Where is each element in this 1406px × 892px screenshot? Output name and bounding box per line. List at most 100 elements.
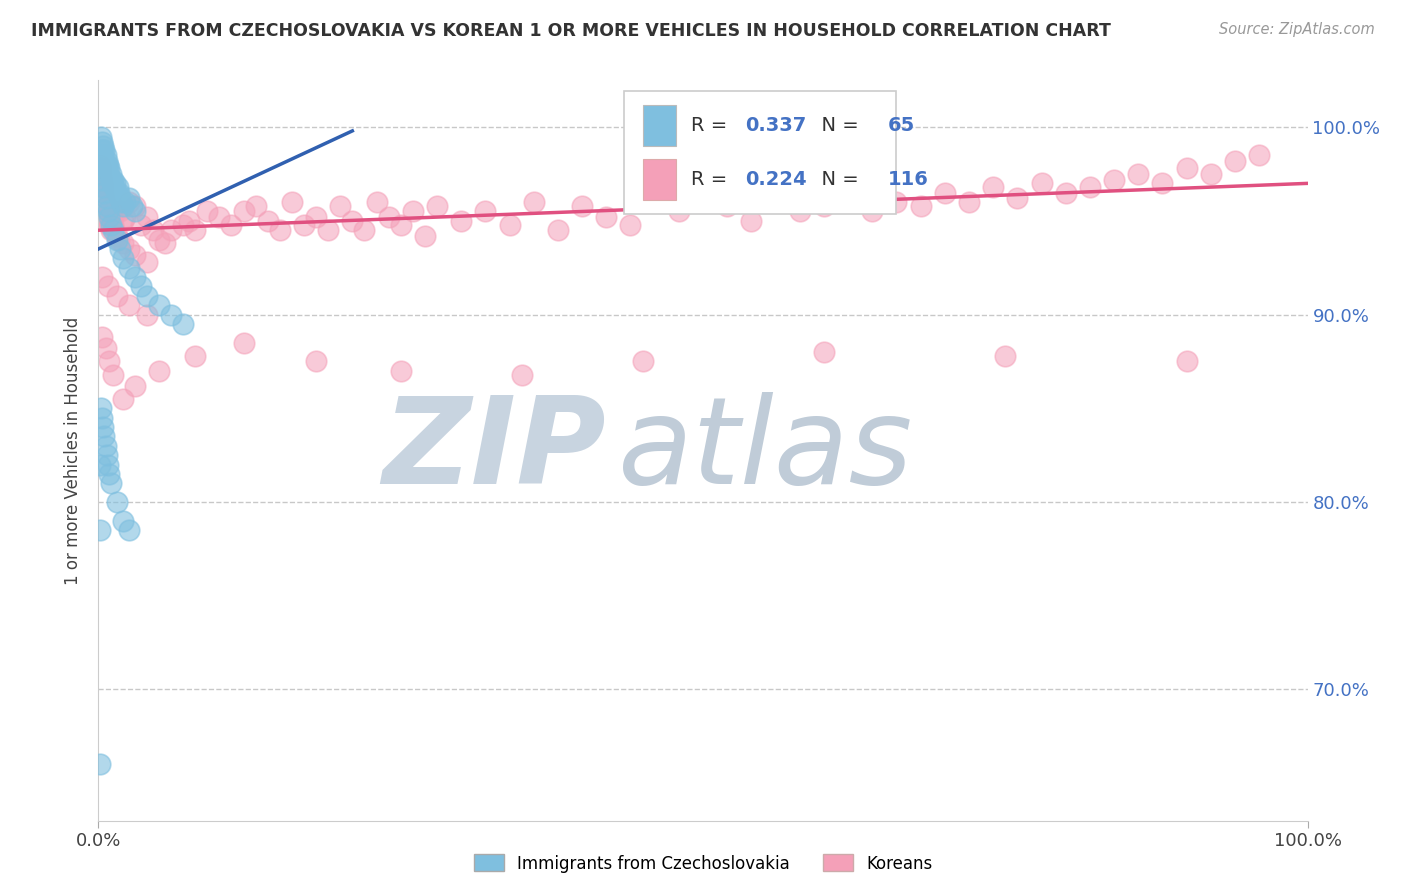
Point	[101, 368, 124, 382]
Point	[118, 523, 141, 537]
Point	[101, 223, 124, 237]
Point	[692, 191, 714, 205]
Point	[100, 210, 122, 224]
Point	[111, 199, 134, 213]
Point	[269, 223, 291, 237]
Point	[1175, 161, 1198, 176]
Point	[118, 260, 141, 275]
Point	[413, 228, 436, 243]
Point	[124, 270, 146, 285]
Point	[89, 458, 111, 472]
Point	[96, 153, 118, 168]
Point	[813, 345, 835, 359]
Point	[94, 191, 117, 205]
Point	[426, 199, 449, 213]
Point	[765, 186, 787, 200]
Point	[523, 195, 546, 210]
Text: atlas: atlas	[619, 392, 914, 509]
Point	[96, 448, 118, 462]
Point	[184, 223, 207, 237]
Point	[118, 298, 141, 312]
Point	[1175, 354, 1198, 368]
Point	[111, 214, 134, 228]
Point	[89, 158, 111, 172]
Point	[510, 368, 533, 382]
Point	[94, 341, 117, 355]
Point	[886, 195, 908, 210]
Point	[118, 191, 141, 205]
Point	[91, 177, 114, 191]
Point	[103, 223, 125, 237]
Point	[124, 247, 146, 261]
Point	[129, 218, 152, 232]
Point	[93, 195, 115, 210]
Point	[91, 420, 114, 434]
Point	[124, 379, 146, 393]
Point	[97, 204, 120, 219]
Text: 0.224: 0.224	[745, 169, 807, 189]
Point	[107, 180, 129, 194]
Point	[111, 514, 134, 528]
Point	[90, 167, 112, 181]
Point	[179, 214, 201, 228]
Point	[245, 199, 267, 213]
Point	[160, 223, 183, 237]
Point	[108, 191, 131, 205]
Point	[97, 458, 120, 472]
Text: IMMIGRANTS FROM CZECHOSLOVAKIA VS KOREAN 1 OR MORE VEHICLES IN HOUSEHOLD CORRELA: IMMIGRANTS FROM CZECHOSLOVAKIA VS KOREAN…	[31, 22, 1111, 40]
Point	[111, 252, 134, 266]
Text: 0.337: 0.337	[745, 116, 807, 135]
Point	[813, 199, 835, 213]
Point	[94, 439, 117, 453]
Point	[316, 223, 339, 237]
Point	[93, 153, 115, 168]
Point	[90, 167, 112, 181]
Point	[97, 167, 120, 181]
Point	[105, 233, 128, 247]
Point	[934, 186, 956, 200]
FancyBboxPatch shape	[643, 159, 676, 200]
Point	[474, 204, 496, 219]
Point	[353, 223, 375, 237]
Point	[94, 204, 117, 219]
Point	[91, 180, 114, 194]
Point	[114, 195, 136, 210]
Point	[389, 218, 412, 232]
Point	[498, 218, 520, 232]
Point	[135, 210, 157, 224]
Point	[98, 467, 121, 481]
Point	[105, 228, 128, 243]
Point	[108, 186, 131, 200]
Point	[619, 218, 641, 232]
Point	[100, 223, 122, 237]
Point	[172, 218, 194, 232]
Point	[93, 143, 115, 157]
Point	[121, 199, 143, 213]
Point	[111, 392, 134, 406]
Point	[91, 135, 114, 149]
Point	[994, 349, 1017, 363]
Point	[90, 161, 112, 176]
Point	[1249, 148, 1271, 162]
Text: N =: N =	[810, 116, 866, 135]
Text: 116: 116	[889, 169, 929, 189]
Point	[172, 317, 194, 331]
Point	[135, 255, 157, 269]
Point	[105, 289, 128, 303]
Point	[124, 199, 146, 213]
Point	[135, 289, 157, 303]
Point	[93, 186, 115, 200]
Point	[114, 210, 136, 224]
Point	[108, 233, 131, 247]
Point	[789, 204, 811, 219]
Point	[668, 204, 690, 219]
FancyBboxPatch shape	[643, 105, 676, 146]
Point	[101, 172, 124, 186]
Point	[148, 298, 170, 312]
Point	[96, 199, 118, 213]
Point	[94, 158, 117, 172]
Point	[305, 210, 328, 224]
Point	[97, 204, 120, 219]
Point	[232, 335, 254, 350]
Point	[108, 242, 131, 256]
